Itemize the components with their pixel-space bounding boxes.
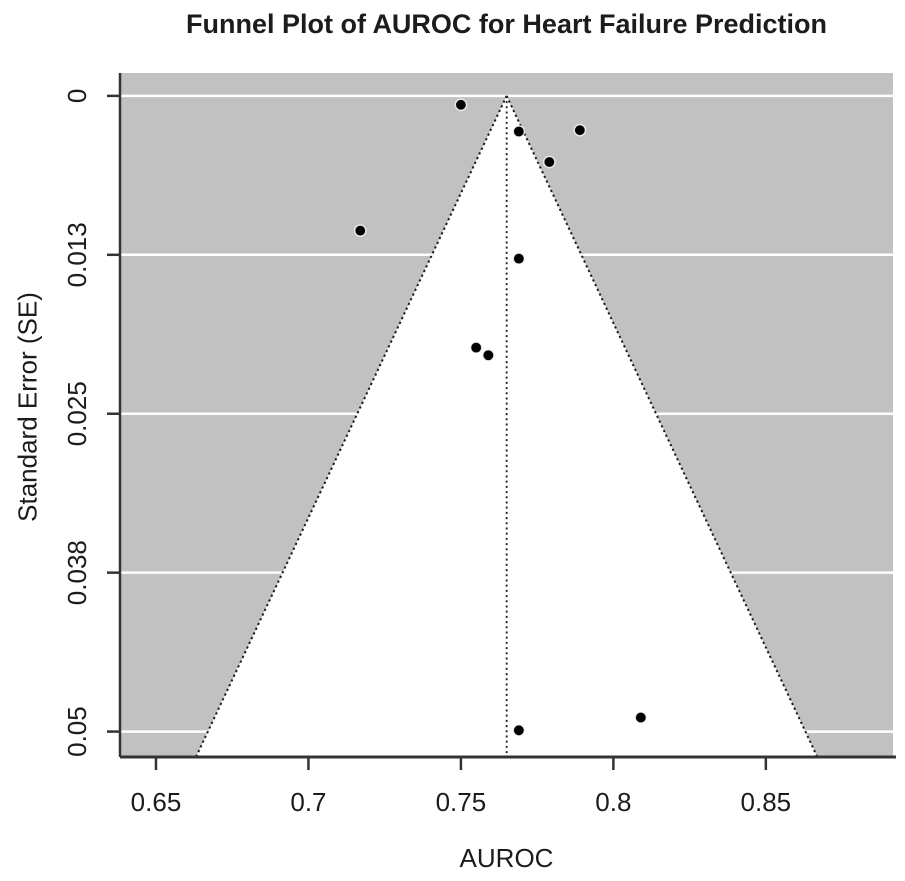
y-tick-label: 0.038 — [62, 540, 92, 605]
x-tick-label: 0.8 — [595, 787, 631, 817]
funnel-left-edge-line — [195, 95, 508, 758]
x-tick-label: 0.75 — [436, 787, 487, 817]
funnel-right-edge-line — [505, 95, 819, 758]
y-tick-label: 0 — [62, 89, 92, 103]
y-axis-title: Standard Error (SE) — [12, 292, 43, 522]
data-point — [454, 98, 468, 112]
data-point — [573, 123, 587, 137]
data-point — [634, 711, 648, 724]
data-point — [543, 155, 556, 169]
data-point — [512, 252, 526, 265]
y-tick-label: 0.025 — [62, 381, 92, 446]
y-tick-label: 0.05 — [62, 706, 92, 757]
y-tick-label: 0.013 — [62, 222, 92, 287]
data-point — [469, 341, 483, 354]
x-axis-title: AUROC — [459, 843, 554, 873]
chart-title: Funnel Plot of AUROC for Heart Failure P… — [185, 9, 828, 39]
data-point — [482, 348, 495, 362]
funnel-region — [195, 95, 818, 757]
data-point — [512, 724, 526, 737]
x-tick-label: 0.65 — [131, 787, 182, 817]
data-point — [512, 125, 526, 138]
x-tick-label: 0.7 — [290, 787, 326, 817]
x-tick-label: 0.85 — [741, 787, 792, 817]
data-point — [353, 224, 367, 237]
